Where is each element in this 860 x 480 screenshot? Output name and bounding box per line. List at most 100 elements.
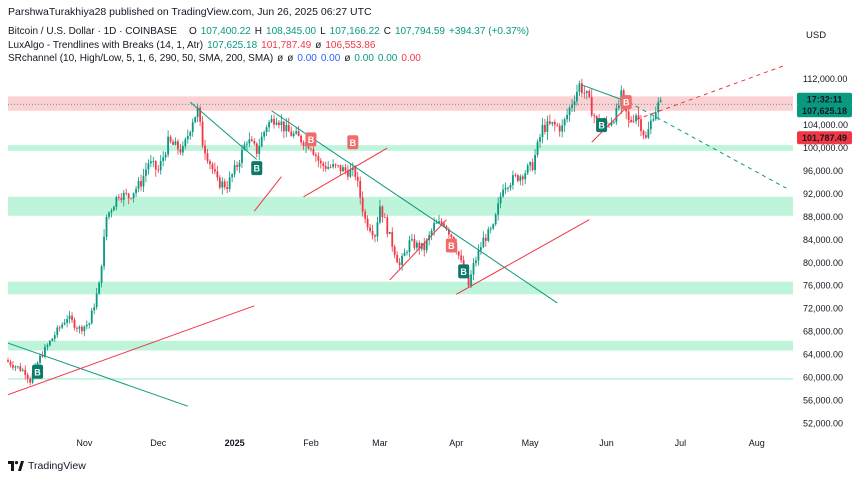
candle-body [329,166,332,168]
trendline[interactable] [7,305,255,396]
candle-body [344,167,347,171]
candle-body [246,143,248,145]
indicator-srchannel-value: 0.00 [354,53,374,64]
candle-body [302,142,305,147]
candle-body [359,180,362,198]
candle-body [371,230,374,236]
candle-body [593,115,596,117]
candle-body [135,188,137,194]
candle-body [90,310,93,324]
trendline[interactable] [271,110,558,304]
candle-body [580,83,583,93]
low-value: 107,166.22 [329,26,380,37]
candle-body [489,228,492,230]
y-tick-label: 92,000.00 [803,189,843,199]
candle-body [595,116,598,120]
candle-body [507,187,509,189]
candle-body [583,92,586,94]
trendline[interactable] [189,101,258,160]
candle-body [487,229,490,241]
candle-body [524,173,527,180]
trendline[interactable] [628,101,787,189]
buy-signal-marker[interactable]: B [32,364,44,379]
support-zone [8,145,793,151]
change-value: +394.37 (+0.37%) [449,26,530,37]
candle-body [142,175,145,187]
currency-label[interactable]: USD [806,30,827,41]
candle-body [125,192,128,194]
high-value: 108,345.00 [266,26,317,37]
candle-body [73,319,76,328]
candle-body [24,369,27,375]
candle-body [354,167,357,177]
candle-body [26,374,29,379]
support-zone [8,340,793,351]
sell-signal-marker[interactable]: B [305,132,317,147]
candle-body [519,176,522,181]
candle-body [440,221,443,224]
candle-body [470,274,472,286]
support-zone [8,378,793,380]
candle-body [177,141,179,150]
candle-body [174,141,177,145]
sell-signal-marker[interactable]: B [620,95,632,110]
candle-body [300,135,302,143]
candle-body [194,117,197,123]
sell-signal-marker[interactable]: B [347,135,359,150]
x-tick-label: Jun [599,438,614,448]
tradingview-logo[interactable]: TradingView [8,460,86,472]
candle-body [41,355,44,357]
candle-body [475,260,477,264]
price-tag-label: 101,787.49 [802,133,847,143]
candle-body [314,154,317,157]
candle-body [413,239,416,248]
candle-body [216,171,219,178]
symbol-title[interactable]: Bitcoin / U.S. Dollar · 1D · COINBASE [8,26,177,37]
candle-body [85,324,88,327]
candle-body [162,157,165,162]
candle-body [548,121,551,124]
candle-body [657,102,660,113]
candle-body [36,362,39,366]
x-tick-label: Jul [675,438,687,448]
trendline[interactable] [456,219,590,295]
candle-body [206,153,209,162]
candle-body [159,161,162,171]
indicator-luxalgo-row[interactable]: LuxAlgo - Trendlines with Breaks (14, 1,… [8,40,375,51]
trendline[interactable] [303,147,388,198]
candle-body [406,251,408,253]
buy-signal-marker[interactable]: B [251,161,263,176]
trendline[interactable] [628,64,787,123]
candle-body [558,125,561,132]
x-tick-label: Nov [76,438,93,448]
buy-signal-marker[interactable]: B [458,264,470,279]
candle-body [115,197,118,207]
indicator-srchannel-row[interactable]: SRchannel (10, High/Low, 5, 1, 6, 290, 5… [8,53,421,64]
candle-body [415,242,418,248]
candle-body [263,131,266,137]
candle-body [339,165,342,172]
candle-body [172,141,174,145]
candle-body [238,162,241,168]
candle-body [226,187,229,189]
candle-body [514,175,517,177]
candle-body [477,250,480,261]
trendline[interactable] [7,342,188,407]
candle-body [147,163,150,170]
x-tick-label: Feb [303,438,319,448]
trendline[interactable] [591,104,630,143]
indicator-luxalgo-symbol: ø [315,40,322,51]
price-tag: 17:32:11 [797,92,852,106]
candle-body [186,136,189,140]
indicator-luxalgo-name[interactable]: LuxAlgo - Trendlines with Breaks (14, 1,… [8,40,204,51]
buy-signal-marker[interactable]: B [596,118,608,133]
candle-body [551,122,554,124]
trendline[interactable] [253,176,282,212]
trendline[interactable] [389,219,447,281]
y-tick-label: 96,000.00 [803,166,843,176]
publish-attribution: ParshwaTurakhiya28 published on TradingV… [8,6,372,18]
candle-body [573,101,576,105]
indicator-srchannel-name[interactable]: SRchannel (10, High/Low, 5, 1, 6, 290, 5… [8,53,274,64]
sell-signal-marker[interactable]: B [445,238,457,253]
